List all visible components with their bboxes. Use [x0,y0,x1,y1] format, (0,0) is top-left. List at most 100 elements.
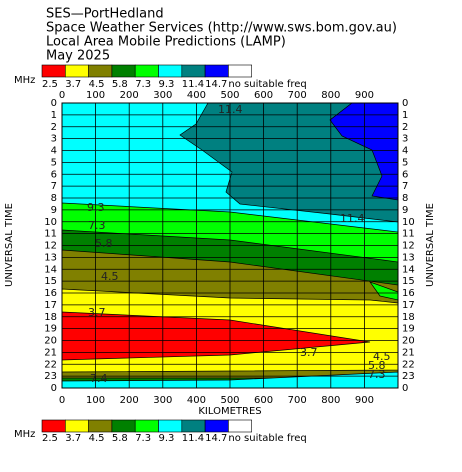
y-tick-label-right: 14 [402,264,415,275]
x-tick-label-top: 900 [355,90,374,101]
legend-swatch [111,419,136,433]
y-tick-label-right: 0 [402,98,408,109]
y-tick-label-right: 3 [402,134,408,145]
y-tick-label-left: 0 [51,383,57,394]
y-tick-label-right: 18 [402,312,415,323]
header-line: SES—PortHedland [46,7,164,22]
legend-swatch [181,419,206,433]
y-tick-label-left: 20 [44,336,57,347]
y-tick-label-left: 0 [51,98,57,109]
x-tick-label-bottom: 900 [355,395,374,406]
y-tick-label-left: 8 [51,193,57,204]
y-tick-label-right: 13 [402,252,415,263]
y-tick-label-left: 22 [44,359,57,370]
y-tick-label-right: 1 [402,110,408,121]
y-tick-label-left: 19 [44,324,57,335]
y-tick-label-left: 3 [51,134,57,145]
legend-label: 4.5 [89,433,105,444]
legend-swatch [88,419,113,433]
y-axis-label-right: UNIVERSAL TIME [425,203,436,287]
legend-unit: MHz [14,75,35,86]
legend-swatch [228,419,252,433]
contour-label: 11.4 [340,212,365,225]
x-tick-label-bottom: 500 [220,395,239,406]
y-tick-label-right: 11 [402,229,415,240]
contour-label: 7.3 [368,368,386,381]
legend-label: 5.8 [112,79,128,90]
y-tick-label-right: 21 [402,347,415,358]
x-tick-label-bottom: 200 [120,395,139,406]
y-tick-label-right: 9 [402,205,408,216]
header-line: Space Weather Services (http://www.sws.b… [46,21,397,36]
legend-swatch [41,64,66,78]
y-tick-label-left: 6 [51,169,57,180]
x-tick-label-top: 500 [220,90,239,101]
x-tick-label-top: 300 [153,90,172,101]
x-tick-label-top: 200 [120,90,139,101]
y-tick-label-left: 5 [51,157,57,168]
y-tick-label-left: 1 [51,110,57,121]
legend-label: 4.5 [89,79,105,90]
legend-swatch [181,64,206,78]
x-axis-label: KILOMETRES [198,406,261,417]
legend-label: no suitable freq [228,79,306,90]
x-tick-label-bottom: 300 [153,395,172,406]
legend-label: 3.7 [65,79,81,90]
legend-label: 7.3 [135,79,151,90]
contour-label: 7.4 [90,372,108,385]
legend-swatch [228,64,252,78]
legend-swatch [65,419,89,433]
x-tick-label-top: 400 [187,90,206,101]
legend-swatch [158,64,183,78]
y-tick-label-left: 10 [44,217,57,228]
y-tick-label-right: 20 [402,336,415,347]
y-tick-label-left: 16 [44,288,57,299]
contour-label: 11.4 [218,103,243,116]
legend-label: 2.5 [42,433,58,444]
legend-label: 9.3 [159,433,175,444]
y-axis-label-left: UNIVERSAL TIME [4,203,15,287]
y-tick-label-left: 7 [51,181,57,192]
header-line: Local Area Mobile Predictions (LAMP) [46,35,286,50]
y-tick-label-right: 16 [402,288,415,299]
x-tick-label-bottom: 800 [321,395,340,406]
x-tick-label-top: 800 [321,90,340,101]
contour-label: 7.3 [88,219,106,232]
legend-label: 5.8 [112,433,128,444]
y-tick-label-left: 21 [44,347,57,358]
legend-label: no suitable freq [228,433,306,444]
legend-swatch [41,419,66,433]
y-tick-label-right: 19 [402,324,415,335]
y-tick-label-left: 18 [44,312,57,323]
y-tick-label-right: 10 [402,217,415,228]
x-tick-label-top: 600 [254,90,273,101]
y-tick-label-left: 4 [51,146,57,157]
legend-label: 14.7 [205,433,227,444]
y-tick-label-left: 11 [44,229,57,240]
contour-label: 4.5 [373,350,391,363]
legend-swatch [134,419,159,433]
legend-swatch [204,419,229,433]
x-tick-label-top: 700 [288,90,307,101]
y-tick-label-left: 2 [51,122,57,133]
contour-label: 5.8 [95,237,113,250]
y-tick-label-left: 17 [44,300,57,311]
legend-swatch [65,64,89,78]
x-tick-label-bottom: 0 [59,395,65,406]
legend-label: 11.4 [182,433,204,444]
legend-swatch [111,64,136,78]
y-tick-label-right: 8 [402,193,408,204]
x-tick-label-top: 0 [59,90,65,101]
contour-label: 3.7 [300,346,318,359]
legend-label: 11.4 [182,79,204,90]
x-tick-label-bottom: 100 [86,395,105,406]
y-tick-label-left: 14 [44,264,57,275]
y-tick-label-right: 12 [402,241,415,252]
y-tick-label-right: 6 [402,169,408,180]
x-tick-label-bottom: 400 [187,395,206,406]
legend-label: 14.7 [205,79,227,90]
plot-frame [61,102,399,389]
x-tick-label-bottom: 600 [254,395,273,406]
contour-label: 5.8 [368,359,386,372]
x-tick-label-top: 100 [86,90,105,101]
